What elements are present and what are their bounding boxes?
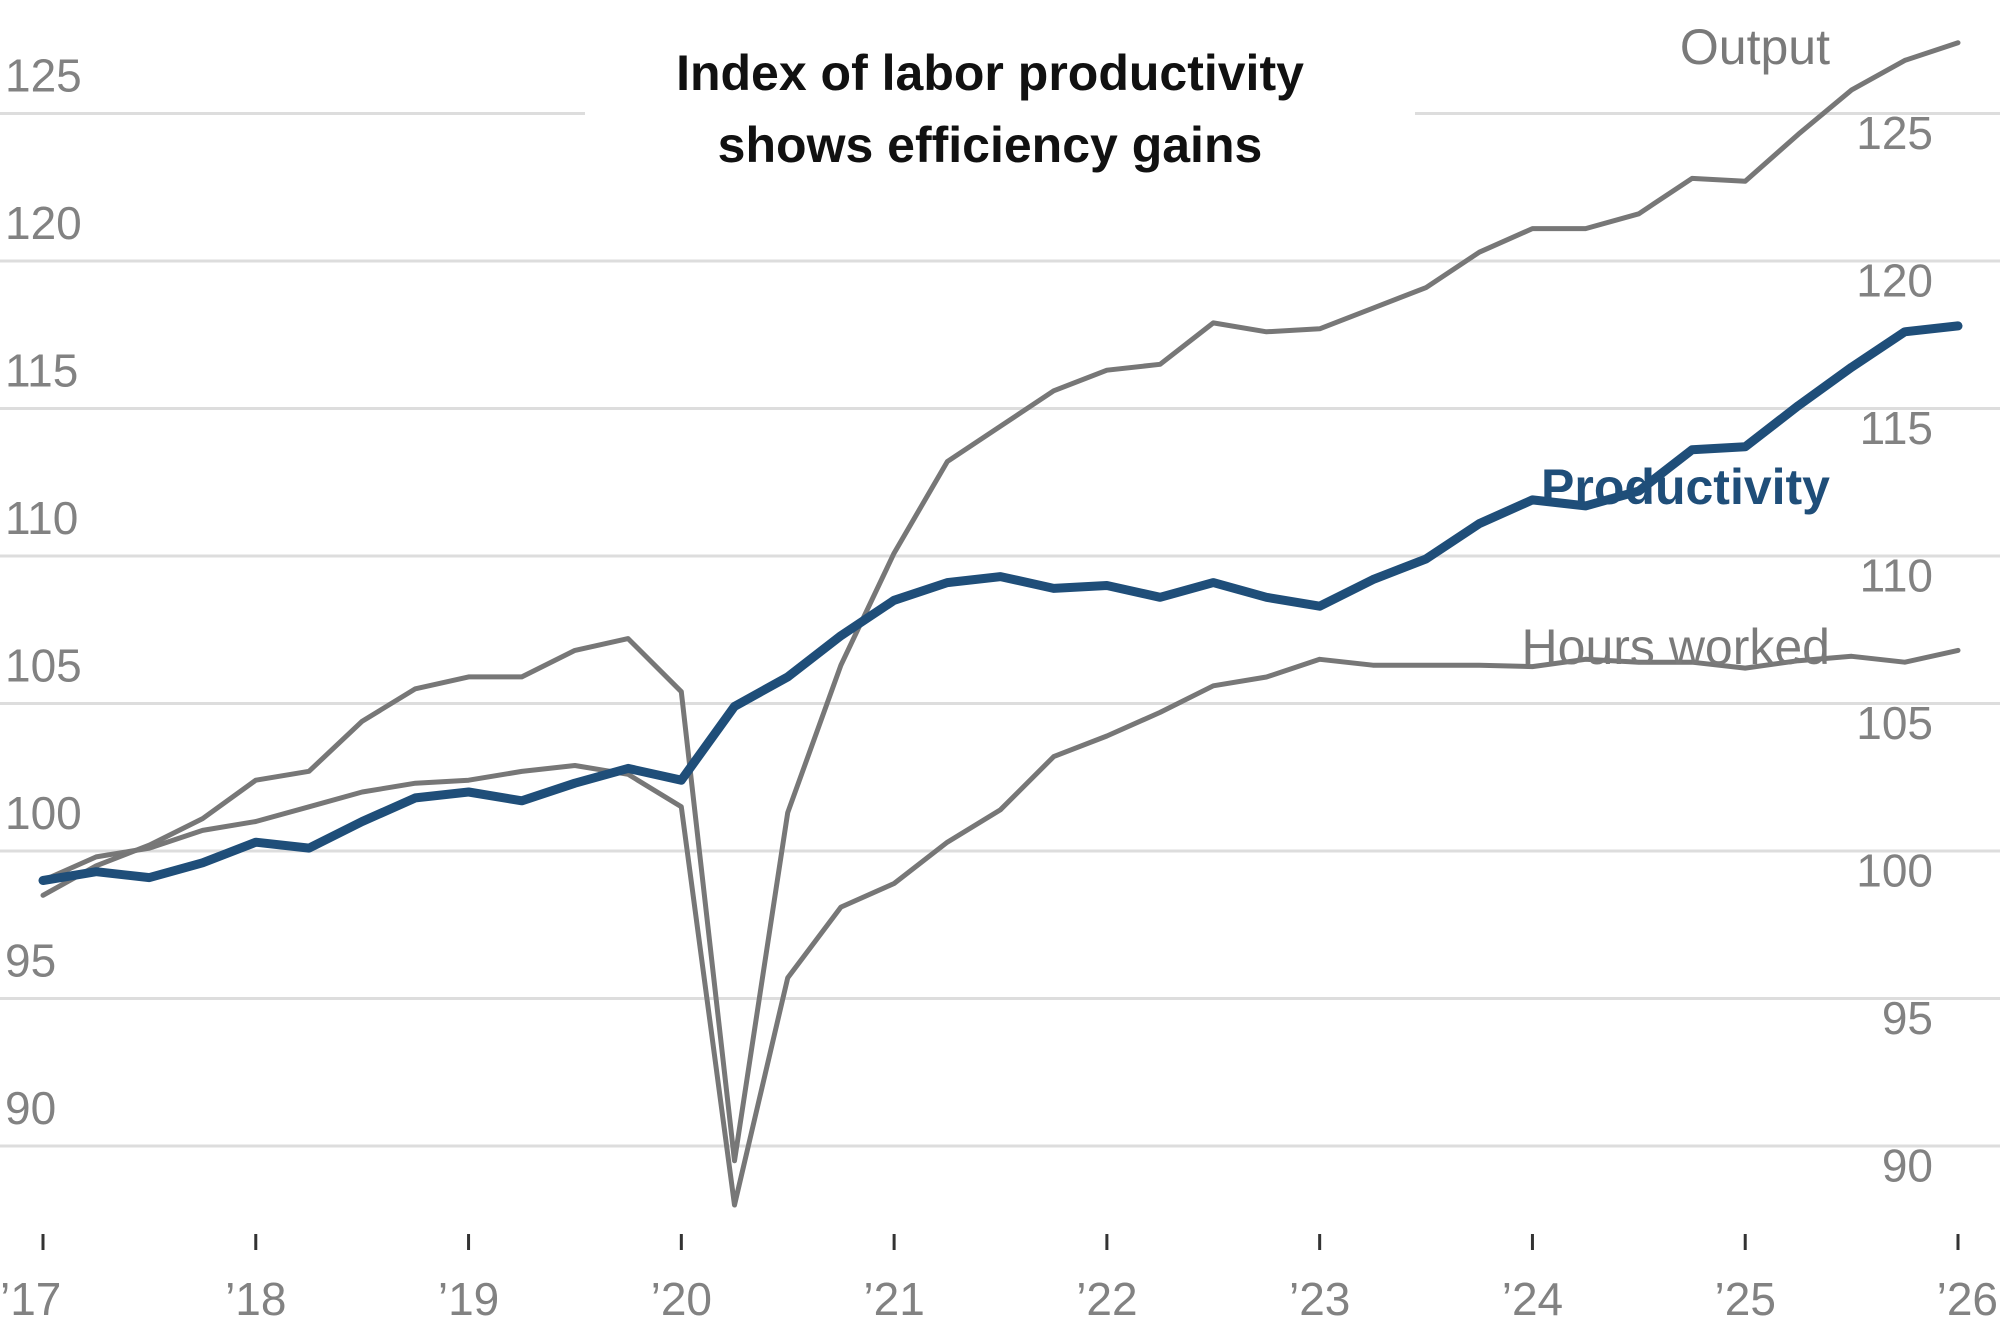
series-label-hours-worked: Hours worked [1522,619,1830,675]
series-line-output [40,40,1961,1164]
left-tick-label-125: 125 [5,50,82,102]
series-line-hours-worked [40,647,1961,1208]
right-tick-label-100: 100 [1856,845,1933,897]
x-tick-label-10: ’26 [1937,1273,1998,1325]
gridlines [0,112,2000,1148]
x-tick-label-9: ’25 [1715,1273,1776,1325]
title-background [585,20,1415,180]
right-tick-label-110: 110 [1860,550,1933,602]
x-tick-label-1: ’17 [0,1273,61,1325]
left-tick-label-90: 90 [5,1082,56,1134]
left-tick-label-100: 100 [5,787,82,839]
x-tick-label-2: ’18 [225,1273,286,1325]
left-tick-label-95: 95 [5,935,56,987]
right-tick-label-90: 90 [1882,1140,1933,1192]
x-axis: ’17 ’18 ’19 ’20 ’21 ’22 ’23 ’24 ’25 ’26 [0,1234,1998,1325]
right-tick-label-120: 120 [1856,255,1933,307]
x-tick-label-6: ’22 [1076,1273,1137,1325]
left-axis-tick-labels: 90 95 100 105 110 115 120 125 [5,50,82,1135]
x-tick-label-3: ’19 [438,1273,499,1325]
right-tick-label-125: 125 [1856,107,1933,159]
right-axis-tick-labels: 90 95 100 105 110 115 120 125 [1856,107,1933,1192]
left-tick-label-110: 110 [5,492,78,544]
x-tick-label-5: ’21 [863,1273,924,1325]
chart-title-line-2: shows efficiency gains [718,117,1263,173]
series-label-output: Output [1680,19,1830,75]
chart-title-group: Index of labor productivity shows effici… [585,20,1415,180]
x-tick-label-4: ’20 [651,1273,712,1325]
left-tick-label-120: 120 [5,197,82,249]
x-tick-label-7: ’23 [1289,1273,1350,1325]
left-tick-label-115: 115 [5,345,78,397]
x-tick-label-8: ’24 [1502,1273,1563,1325]
series-lines [38,40,1963,1208]
series-labels: Output Productivity Hours worked [1522,19,1831,675]
series-line-productivity [38,321,1963,885]
chart-title-line-1: Index of labor productivity [676,45,1304,101]
series-label-productivity: Productivity [1541,459,1830,515]
left-tick-label-105: 105 [5,640,82,692]
right-tick-label-95: 95 [1882,992,1933,1044]
right-tick-label-115: 115 [1860,402,1933,454]
right-tick-label-105: 105 [1856,697,1933,749]
